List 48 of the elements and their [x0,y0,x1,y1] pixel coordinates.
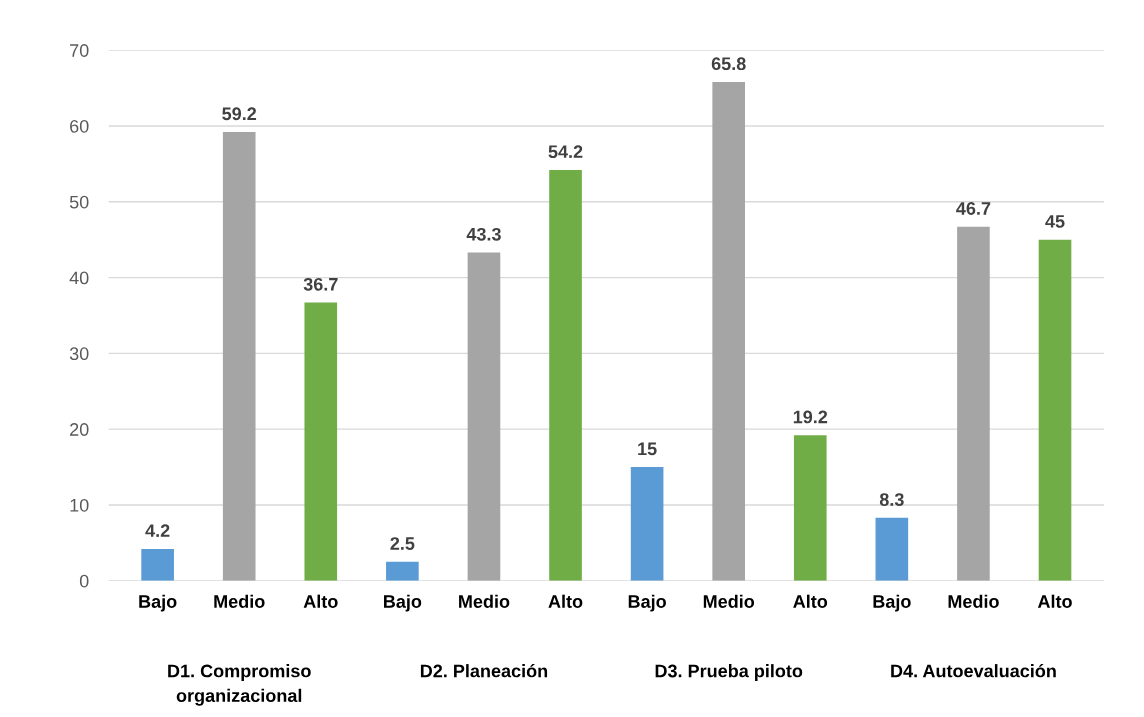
bar [222,132,256,581]
x-tick-label: Medio [948,594,999,608]
y-tick-label: 60 [70,119,89,133]
data-label: 65.8 [711,57,746,71]
data-label: 19.2 [793,410,828,424]
data-label: 2.5 [390,537,415,550]
bar [630,467,664,581]
text: D4. Autoevaluación [891,663,1056,678]
bar [957,226,990,581]
data-label: 45 [1045,215,1065,228]
bar [386,561,419,581]
y-tick-label: 20 [70,423,89,436]
bar [304,302,338,581]
x-tick-label: Bajo [873,594,911,612]
x-tick-label: Alto [1037,594,1072,608]
y-tick-label: 30 [69,347,89,361]
text: D2. Planeación [420,663,548,678]
y-tick-label: 0 [79,574,89,588]
x-tick-label: Bajo [628,594,666,612]
x-tick-label: Alto [303,594,338,608]
bar [467,252,501,581]
data-label: 15 [638,442,657,456]
x-tick-label: Alto [548,594,583,608]
bar [549,169,582,581]
bar [141,548,174,581]
x-tick-label: Bajo [139,594,177,612]
bar [712,82,746,581]
text: D1. Compromiso organizacional [168,664,311,706]
y-tick-label: 50 [69,195,89,209]
y-tick-label: 70 [70,44,89,57]
y-tick-label: 40 [69,271,89,285]
bar [875,517,909,581]
data-label: 36.7 [303,277,338,291]
data-label: 43.3 [466,227,501,241]
x-tick-label: Medio [703,594,755,608]
text: D3. Prueba piloto [655,664,803,681]
data-label: 4.2 [145,524,170,537]
bar [1038,239,1072,581]
data-label: 59.2 [222,107,257,121]
bar [793,435,827,581]
y-tick-label: 10 [70,498,89,512]
x-tick-label: Alto [793,594,828,608]
x-tick-label: Medio [214,594,265,608]
data-label: 8.3 [879,493,904,506]
x-tick-label: Bajo [384,594,422,612]
x-tick-label: Medio [459,594,510,608]
data-label: 46.7 [956,202,991,215]
data-label: 54.2 [548,145,583,159]
